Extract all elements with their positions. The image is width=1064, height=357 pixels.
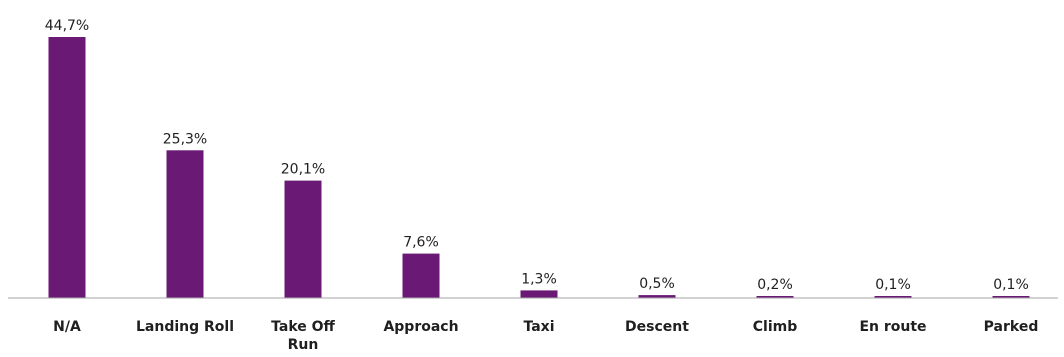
- category-label-4: Taxi: [523, 319, 554, 335]
- value-label-7: 0,1%: [875, 277, 911, 293]
- category-label-0: N/A: [53, 319, 81, 335]
- bar-0: [48, 37, 86, 298]
- category-label-2-line-0: Take Off: [271, 319, 335, 335]
- category-label-5: Descent: [625, 319, 689, 335]
- value-label-6: 0,2%: [757, 277, 793, 293]
- category-label-7: En route: [859, 319, 926, 335]
- bar-2: [284, 180, 322, 298]
- category-labels-group: N/A Landing Roll Take Off Run Approach Taxi De…: [53, 319, 1038, 353]
- category-label-6: Climb: [753, 319, 797, 335]
- bar-3: [402, 253, 440, 298]
- bar-5: [638, 295, 676, 298]
- value-label-0: 44,7%: [45, 18, 89, 34]
- category-label-3: Approach: [383, 319, 458, 335]
- value-label-2: 20,1%: [281, 162, 325, 178]
- value-label-4: 1,3%: [521, 271, 557, 287]
- bar-7: [874, 296, 912, 298]
- value-label-8: 0,1%: [993, 277, 1029, 293]
- bar-6: [756, 296, 794, 298]
- bar-4: [520, 290, 558, 298]
- category-label-2-line-1: Run: [288, 337, 319, 353]
- category-label-8: Parked: [984, 319, 1039, 335]
- value-label-3: 7,6%: [403, 235, 439, 251]
- value-labels-group: 44,7% 25,3% 20,1% 7,6% 1,3% 0,5% 0,2% 0,1% 0,1%: [45, 18, 1029, 293]
- bar-8: [992, 296, 1030, 298]
- category-label-1: Landing Roll: [136, 319, 234, 335]
- value-label-5: 0,5%: [639, 276, 675, 292]
- value-label-1: 25,3%: [163, 131, 207, 147]
- bars-group: [48, 37, 1030, 298]
- bar-1: [166, 150, 204, 298]
